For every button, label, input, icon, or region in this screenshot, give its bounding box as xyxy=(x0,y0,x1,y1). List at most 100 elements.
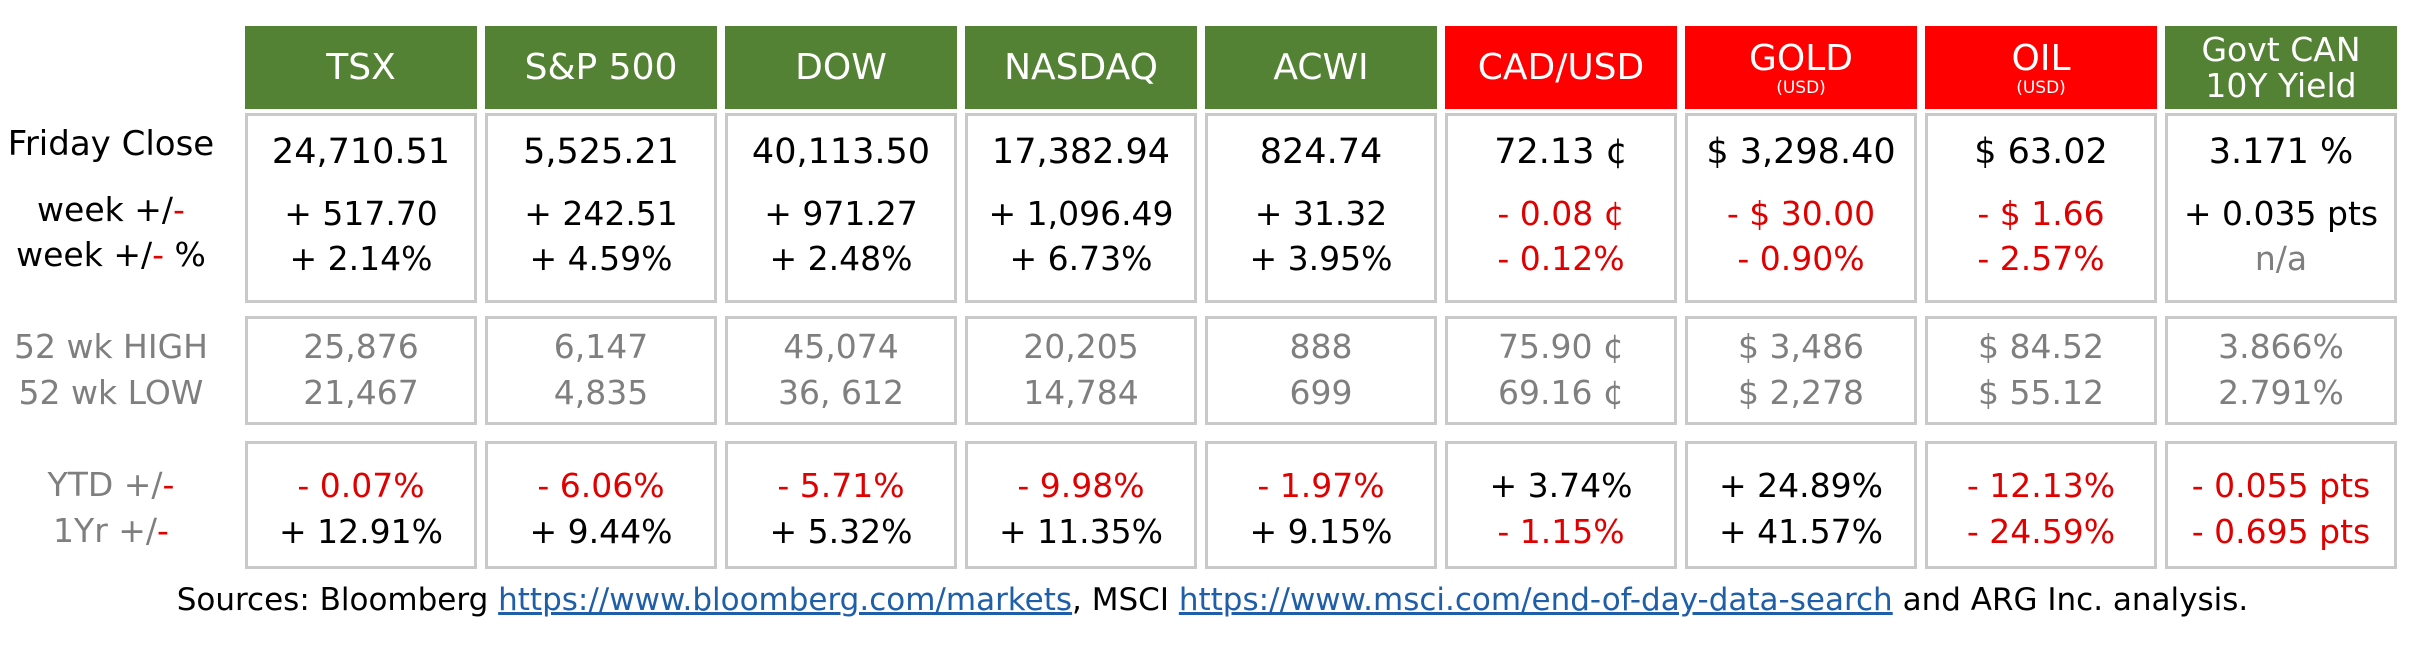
header-sp500: S&P 500 xyxy=(485,26,717,109)
label-week-change: week +/- xyxy=(0,190,222,230)
week-change-value: + 0.035 pts xyxy=(2183,194,2379,233)
friday-close-value: 824.74 xyxy=(1259,132,1383,172)
label-ytd: YTD +/- xyxy=(0,465,222,505)
week-change-value: - 0.08 ¢ xyxy=(1497,194,1625,233)
1yr-value: + 41.57% xyxy=(1719,512,1883,551)
range-box: 75.90 ¢ 69.16 ¢ xyxy=(1445,316,1677,425)
friday-close-value: 17,382.94 xyxy=(991,132,1171,172)
friday-close-value: 24,710.51 xyxy=(271,132,451,172)
bloomberg-link[interactable]: https://www.bloomberg.com/markets xyxy=(498,582,1073,618)
header-label: TSX xyxy=(326,46,396,88)
range-box: 45,074 36, 612 xyxy=(725,316,957,425)
header-oil: OIL (USD) xyxy=(1925,26,2157,109)
range-box: $ 84.52 $ 55.12 xyxy=(1925,316,2157,425)
weekly-box: 3.171 % + 0.035 pts n/a xyxy=(2165,113,2397,303)
weekly-box: $ 63.02 - $ 1.66 - 2.57% xyxy=(1925,113,2157,303)
week-percent-value: + 2.14% xyxy=(289,239,433,278)
header-label: Govt CAN xyxy=(2201,29,2361,69)
weekly-box: 72.13 ¢ - 0.08 ¢ - 0.12% xyxy=(1445,113,1677,303)
weekly-box: 824.74 + 31.32 + 3.95% xyxy=(1205,113,1437,303)
week-percent-value: n/a xyxy=(2254,239,2308,278)
1yr-value: - 1.15% xyxy=(1497,512,1625,551)
ytd-box: + 3.74% - 1.15% xyxy=(1445,441,1677,569)
range-box: 6,147 4,835 xyxy=(485,316,717,425)
high-value: 20,205 xyxy=(1023,327,1139,366)
label-1yr-dash: - xyxy=(157,511,169,550)
week-percent-value: - 0.90% xyxy=(1737,239,1865,278)
ytd-value: - 12.13% xyxy=(1966,466,2116,505)
header-dow: DOW xyxy=(725,26,957,109)
weekly-box: $ 3,298.40 - $ 30.00 - 0.90% xyxy=(1685,113,1917,303)
header-sublabel: (USD) xyxy=(1776,77,1826,98)
friday-close-value: 72.13 ¢ xyxy=(1494,132,1628,172)
range-box: 25,876 21,467 xyxy=(245,316,477,425)
high-value: 3.866% xyxy=(2218,327,2344,366)
sources-mid: , MSCI xyxy=(1072,582,1179,618)
header-nasdaq: NASDAQ xyxy=(965,26,1197,109)
ytd-box: - 6.06% + 9.44% xyxy=(485,441,717,569)
1yr-value: - 24.59% xyxy=(1966,512,2116,551)
low-value: 2.791% xyxy=(2218,373,2344,412)
header-label: OIL xyxy=(2011,37,2071,79)
ytd-value: - 0.055 pts xyxy=(2191,466,2371,505)
ytd-value: - 5.71% xyxy=(777,466,905,505)
sources-suffix: and ARG Inc. analysis. xyxy=(1892,582,2249,618)
week-percent-value: + 6.73% xyxy=(1009,239,1153,278)
msci-link[interactable]: https://www.msci.com/end-of-day-data-sea… xyxy=(1178,582,1893,618)
high-value: 45,074 xyxy=(783,327,899,366)
label-week-percent-text: week +/ xyxy=(16,235,153,274)
sources-footer: Sources: Bloomberg https://www.bloomberg… xyxy=(0,580,2425,620)
ytd-box: - 9.98% + 11.35% xyxy=(965,441,1197,569)
week-percent-value: + 3.95% xyxy=(1249,239,1393,278)
label-ytd-dash: - xyxy=(162,465,175,504)
low-value: 69.16 ¢ xyxy=(1498,373,1624,412)
header-sublabel: 10Y Yield xyxy=(2205,65,2357,105)
ytd-value: + 24.89% xyxy=(1719,466,1883,505)
label-week-percent: week +/- % xyxy=(0,235,222,275)
1yr-value: + 12.91% xyxy=(279,512,443,551)
label-friday-close: Friday Close xyxy=(7,124,215,164)
label-1yr-text: 1Yr +/ xyxy=(53,511,158,550)
week-percent-value: - 0.12% xyxy=(1497,239,1625,278)
low-value: 36, 612 xyxy=(778,373,904,412)
high-value: 25,876 xyxy=(303,327,419,366)
1yr-value: + 9.15% xyxy=(1249,512,1393,551)
low-value: 21,467 xyxy=(303,373,419,412)
low-value: 14,784 xyxy=(1023,373,1139,412)
high-value: 75.90 ¢ xyxy=(1498,327,1624,366)
header-label: DOW xyxy=(795,46,887,88)
week-change-value: + 1,096.49 xyxy=(988,194,1174,233)
header-govt-can-10y: Govt CAN 10Y Yield xyxy=(2165,26,2397,109)
header-label: GOLD xyxy=(1748,37,1853,79)
week-change-value: + 971.27 xyxy=(764,194,918,233)
header-label: S&P 500 xyxy=(524,46,678,88)
label-ytd-text: YTD +/ xyxy=(47,465,163,504)
low-value: $ 2,278 xyxy=(1738,373,1864,412)
low-value: 699 xyxy=(1289,373,1353,412)
label-week-change-text: week +/ xyxy=(37,190,174,229)
week-percent-value: + 2.48% xyxy=(769,239,913,278)
range-box: 20,205 14,784 xyxy=(965,316,1197,425)
header-tsx: TSX xyxy=(245,26,477,109)
weekly-box: 17,382.94 + 1,096.49 + 6.73% xyxy=(965,113,1197,303)
label-week-percent-suffix: % xyxy=(164,235,206,274)
ytd-value: - 9.98% xyxy=(1017,466,1145,505)
ytd-value: - 6.06% xyxy=(537,466,665,505)
high-value: 888 xyxy=(1289,327,1353,366)
label-1yr: 1Yr +/- xyxy=(0,511,222,551)
friday-close-value: 5,525.21 xyxy=(523,132,679,172)
week-percent-value: + 4.59% xyxy=(529,239,673,278)
week-change-value: - $ 1.66 xyxy=(1977,194,2105,233)
1yr-value: + 5.32% xyxy=(769,512,913,551)
week-change-value: - $ 30.00 xyxy=(1726,194,1876,233)
ytd-value: - 0.07% xyxy=(297,466,425,505)
friday-close-value: 3.171 % xyxy=(2208,132,2354,172)
week-change-value: + 517.70 xyxy=(284,194,438,233)
high-value: 6,147 xyxy=(553,327,649,366)
header-gold: GOLD (USD) xyxy=(1685,26,1917,109)
range-box: 888 699 xyxy=(1205,316,1437,425)
1yr-value: + 9.44% xyxy=(529,512,673,551)
weekly-box: 40,113.50 + 971.27 + 2.48% xyxy=(725,113,957,303)
1yr-value: + 11.35% xyxy=(999,512,1163,551)
low-value: 4,835 xyxy=(553,373,649,412)
